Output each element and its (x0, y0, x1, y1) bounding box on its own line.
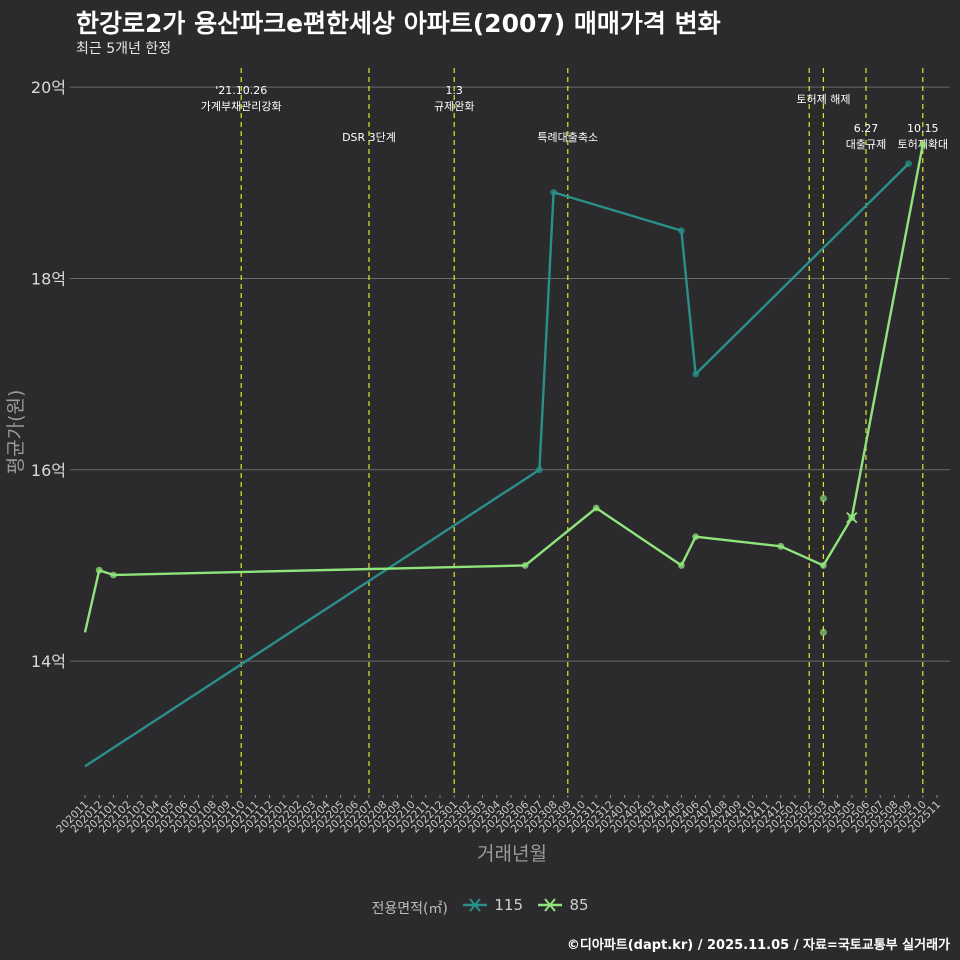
event-label: 특례대출축소 (537, 131, 598, 144)
event-label: 대출규제 (846, 138, 886, 151)
event-label: 가계부채관리강화 (201, 100, 282, 113)
event-label: 6.27 (854, 122, 879, 135)
event-label: '21.10.26 (215, 84, 267, 97)
axis-layer: 14억16억18억20억2020112020122021012021022021… (31, 78, 943, 835)
data-point-85 (95, 566, 103, 574)
data-point-85 (919, 141, 927, 148)
data-point-85 (592, 504, 600, 512)
event-label: 1.3 (445, 84, 463, 97)
data-point-115 (692, 370, 699, 378)
cross-mark-85 (846, 511, 858, 524)
y-tick-label: 16억 (31, 461, 66, 480)
legend-label-115: 115 (494, 896, 523, 914)
event-label: 토허제 해제 (796, 92, 850, 106)
legend-label-85: 85 (569, 896, 589, 914)
event-label: DSR 3단계 (342, 131, 396, 144)
data-point-115 (536, 466, 543, 474)
event-label: 규제완화 (434, 100, 474, 113)
data-point-115 (550, 188, 557, 196)
data-point-115 (678, 227, 685, 235)
legend-key-85 (538, 898, 563, 912)
y-tick-label: 18억 (31, 269, 66, 288)
y-tick-label: 14억 (31, 652, 66, 671)
scatter-point-85 (819, 494, 828, 503)
chart-title: 한강로2가 용산파크e편한세상 아파트(2007) 매매가격 변화 (76, 9, 721, 38)
legend-item-115: 115 (462, 896, 523, 914)
y-axis-label: 평균가(원) (5, 390, 27, 475)
series-line-85 (83, 144, 924, 633)
data-point-85 (820, 562, 827, 569)
series-layer (83, 141, 927, 768)
legend-title: 전용면적(㎡) (371, 901, 448, 917)
data-point-85 (678, 562, 685, 569)
legend-item-85: 85 (537, 896, 589, 914)
event-label: 10.15 (907, 122, 939, 135)
source-caption: ©디아파트(dapt.kr) / 2025.11.05 / 자료=국토교통부 실… (566, 938, 950, 953)
data-point-115 (905, 160, 912, 168)
legend-key-115 (463, 898, 488, 912)
data-point-85 (777, 542, 785, 550)
data-point-85 (692, 533, 699, 541)
data-point-85 (521, 562, 529, 569)
x-axis-label: 거래년월 (477, 843, 547, 865)
chart-subtitle: 최근 5개년 한정 (76, 41, 172, 57)
legend: 전용면적(㎡) 115 85 (0, 896, 960, 918)
series-line-115 (84, 162, 910, 768)
y-tick-label: 20억 (31, 78, 66, 97)
scatter-point-85 (819, 628, 828, 636)
data-point-85 (110, 571, 117, 579)
grid-layer (70, 86, 950, 662)
